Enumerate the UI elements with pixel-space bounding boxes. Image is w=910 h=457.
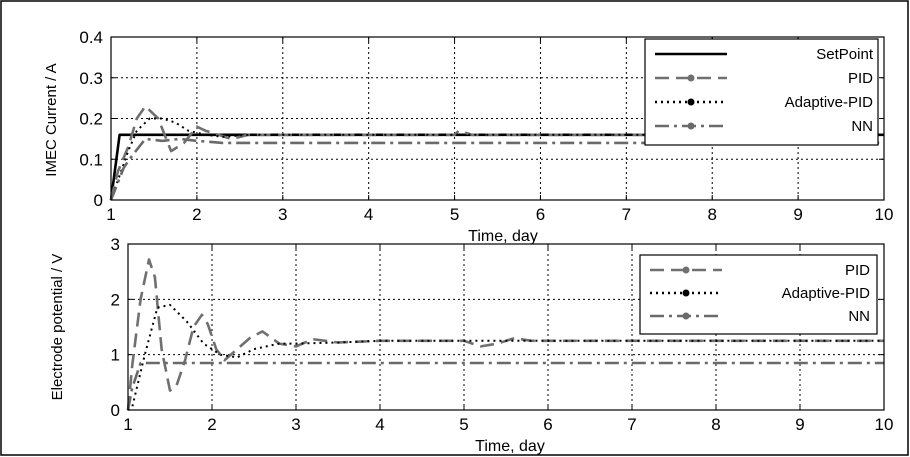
series-line-pid [126, 258, 884, 411]
y-tick-label: 0.1 [79, 150, 103, 169]
legend-marker-pid [682, 266, 690, 274]
y-tick-label: 0 [94, 191, 103, 210]
x-tick-label: 1 [106, 205, 115, 224]
series-line-setpoint [109, 133, 884, 201]
legend-marker-adaptive-pid [687, 98, 695, 106]
y-tick-label: 2 [111, 290, 120, 309]
x-tick-label: 2 [192, 205, 201, 224]
x-tick-label: 8 [711, 415, 720, 434]
x-tick-label: 8 [707, 205, 716, 224]
x-tick-label: 3 [291, 415, 300, 434]
chart-current: 1 2 3 4 5 6 7 8 9 10 0 0.1 0.2 0.3 0.4 SetPoint PID Adapt… [43, 28, 893, 245]
x-tick-label: 10 [875, 205, 894, 224]
xlabel-current: Time, day [468, 228, 538, 245]
y-tick-label: 1 [111, 346, 120, 365]
legend-marker-adaptive-pid [682, 289, 690, 297]
x-tick-label: 7 [622, 205, 631, 224]
legend-label-pid: PID [848, 70, 873, 87]
legend: SetPoint PID Adaptive-PID NN [644, 38, 879, 146]
series-line-adaptive-pid [110, 117, 884, 201]
y-tick-label: 0.2 [79, 110, 103, 129]
legend-marker-nn [687, 122, 695, 130]
axes-box [110, 36, 885, 201]
y-tick-label: 0.3 [79, 69, 103, 88]
legend-label-setpoint: SetPoint [816, 46, 874, 63]
legend-label-nn: NN [848, 308, 870, 325]
series-line-adaptive-pid [127, 303, 884, 411]
x-tick-label: 9 [793, 205, 802, 224]
series-line-nn [126, 361, 884, 411]
legend-label-adaptive-pid: Adaptive-PID [785, 94, 874, 111]
x-tick-label: 6 [536, 205, 545, 224]
legend-label-pid: PID [845, 262, 870, 279]
axes-box [127, 243, 885, 411]
y-tick-label: 3 [111, 235, 120, 254]
legend-box [639, 254, 878, 335]
x-tick-label: 4 [375, 415, 384, 434]
legend-marker-pid [687, 74, 695, 82]
ylabel-current: IMEC Current / A [43, 63, 60, 176]
x-tick-label: 10 [875, 415, 894, 434]
x-tick-label: 2 [207, 415, 216, 434]
x-tick-label: 1 [123, 415, 132, 434]
x-tick-label: 5 [450, 205, 459, 224]
x-tick-label: 5 [459, 415, 468, 434]
legend-box [644, 38, 879, 146]
plot-area-current: 1 2 3 4 5 6 7 8 9 10 0 0.1 0.2 0.3 0.4 SetPoint PID Adapt… [79, 28, 893, 224]
legend-label-nn: NN [851, 118, 873, 135]
x-tick-label: 3 [278, 205, 287, 224]
legend: PID Adaptive-PID NN [639, 254, 878, 335]
x-tick-label: 9 [795, 415, 804, 434]
y-tick-label: 0.4 [79, 28, 103, 47]
legend-label-adaptive-pid: Adaptive-PID [782, 285, 871, 302]
xlabel-potential: Time, day [475, 438, 545, 455]
ylabel-potential: Electrode potential / V [49, 254, 66, 401]
x-tick-label: 7 [627, 415, 636, 434]
y-tick-label: 0 [111, 401, 120, 420]
x-tick-label: 4 [364, 205, 373, 224]
legend-marker-nn [682, 312, 690, 320]
x-tick-label: 6 [543, 415, 552, 434]
